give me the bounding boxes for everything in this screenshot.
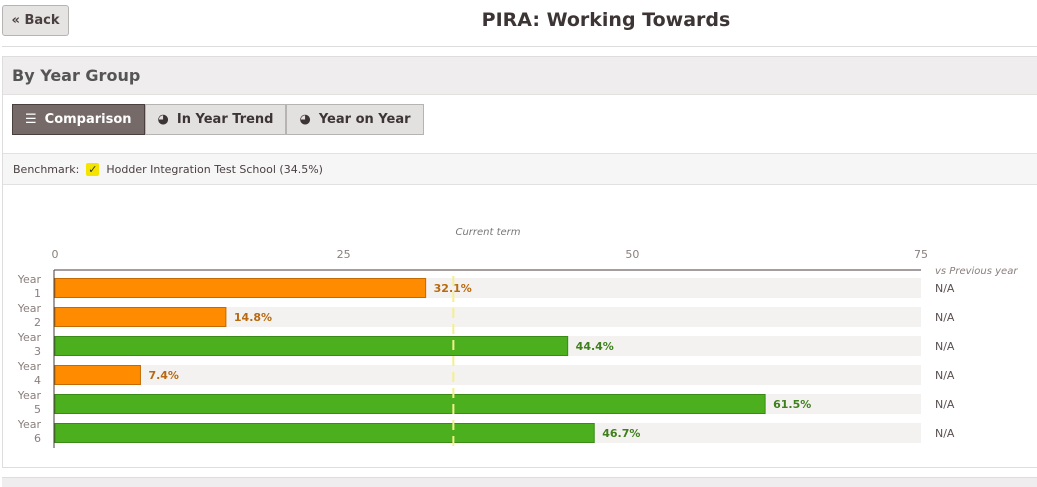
tab-comparison[interactable]: ☰ Comparison bbox=[12, 104, 145, 135]
bar bbox=[54, 394, 766, 414]
section-title: By Year Group bbox=[3, 57, 1037, 95]
bar-value-label: 32.1% bbox=[434, 282, 472, 295]
benchmark-checkbox[interactable]: ✓ bbox=[86, 162, 100, 176]
divider bbox=[2, 46, 1037, 47]
y-tick-label: 4 bbox=[34, 374, 41, 387]
bar-value-label: 46.7% bbox=[602, 427, 640, 440]
tab-label: Year on Year bbox=[318, 112, 411, 127]
tab-year-on-year[interactable]: ◕ Year on Year bbox=[286, 104, 424, 135]
bar bbox=[54, 307, 227, 327]
y-tick-label: 6 bbox=[34, 432, 41, 445]
y-tick-label: 5 bbox=[34, 403, 41, 416]
benchmark-name: Hodder Integration Test School (34.5%) bbox=[106, 162, 323, 176]
back-button[interactable]: « Back bbox=[2, 5, 69, 36]
view-tabs: ☰ Comparison ◕ In Year Trend ◕ Year on Y… bbox=[12, 104, 424, 135]
tab-in-year-trend[interactable]: ◕ In Year Trend bbox=[144, 104, 287, 135]
bar bbox=[54, 336, 569, 356]
tab-label: In Year Trend bbox=[176, 112, 274, 127]
chart-title: Current term bbox=[455, 227, 520, 238]
x-tick-label: 75 bbox=[914, 248, 928, 261]
vs-previous-value: N/A bbox=[935, 398, 955, 411]
bar-track bbox=[55, 365, 921, 385]
y-tick-label: 3 bbox=[34, 345, 41, 358]
next-panel-header bbox=[2, 477, 1037, 487]
bar-value-label: 7.4% bbox=[148, 369, 179, 382]
year-group-panel: By Year Group ☰ Comparison ◕ In Year Tre… bbox=[2, 56, 1037, 468]
vs-previous-value: N/A bbox=[935, 340, 955, 353]
y-tick-label: Year bbox=[17, 360, 42, 373]
dashboard-icon: ◕ bbox=[299, 112, 311, 127]
y-tick-label: 1 bbox=[34, 287, 41, 300]
vs-previous-value: N/A bbox=[935, 311, 955, 324]
vs-previous-value: N/A bbox=[935, 282, 955, 295]
bar-track bbox=[55, 307, 921, 327]
bar bbox=[54, 423, 595, 443]
bar bbox=[54, 365, 141, 385]
y-tick-label: Year bbox=[17, 302, 42, 315]
bar-value-label: 44.4% bbox=[576, 340, 614, 353]
benchmark-bar: Benchmark: ✓ Hodder Integration Test Sch… bbox=[3, 153, 1037, 185]
bar-chart-icon: ☰ bbox=[25, 112, 37, 127]
x-tick-label: 25 bbox=[337, 248, 351, 261]
bar-value-label: 14.8% bbox=[234, 311, 272, 324]
bar-value-label: 61.5% bbox=[773, 398, 811, 411]
vs-previous-value: N/A bbox=[935, 369, 955, 382]
x-tick-label: 50 bbox=[625, 248, 639, 261]
benchmark-label: Benchmark: bbox=[13, 162, 80, 176]
y-tick-label: 2 bbox=[34, 316, 41, 329]
y-tick-label: Year bbox=[17, 273, 42, 286]
x-tick-label: 0 bbox=[52, 248, 59, 261]
bar bbox=[54, 278, 427, 298]
y-tick-label: Year bbox=[17, 331, 42, 344]
y-tick-label: Year bbox=[17, 418, 42, 431]
side-header: vs Previous year bbox=[935, 266, 1018, 277]
page-title: PIRA: Working Towards bbox=[481, 9, 731, 31]
tab-label: Comparison bbox=[44, 112, 132, 127]
y-tick-label: Year bbox=[17, 389, 42, 402]
dashboard-icon: ◕ bbox=[157, 112, 169, 127]
vs-previous-value: N/A bbox=[935, 427, 955, 440]
